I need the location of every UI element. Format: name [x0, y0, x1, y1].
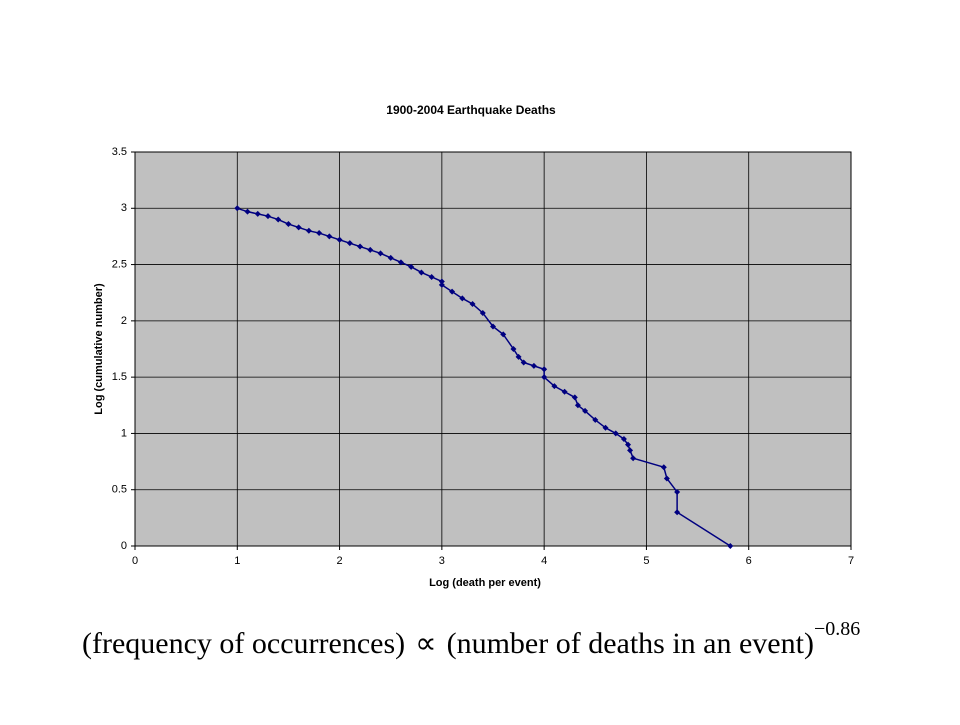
- data-point: [620, 436, 627, 443]
- data-point: [625, 441, 632, 448]
- data-point: [663, 475, 670, 482]
- data-point: [592, 416, 599, 423]
- data-point: [244, 208, 251, 215]
- data-point: [660, 464, 667, 471]
- y-tick-label: 1.5: [112, 371, 127, 383]
- data-point: [418, 269, 425, 276]
- x-tick-label: 4: [541, 555, 547, 567]
- data-point: [500, 331, 507, 338]
- data-point: [326, 233, 333, 240]
- data-point: [285, 221, 292, 228]
- x-tick-label: 0: [132, 555, 138, 567]
- data-point: [674, 509, 681, 516]
- formula-exponent: −0.86: [814, 618, 860, 640]
- data-point: [449, 288, 456, 295]
- data-point: [316, 230, 323, 237]
- plot-area: [134, 151, 852, 547]
- y-tick-label: 3.5: [112, 146, 127, 158]
- plot-border: [134, 151, 852, 547]
- data-point: [561, 388, 568, 395]
- data-point: [428, 273, 435, 280]
- data-point: [582, 407, 589, 414]
- formula-rhs: (number of deaths in an event): [447, 627, 814, 660]
- data-point: [674, 488, 681, 495]
- data-point: [630, 455, 637, 462]
- x-tick-label: 6: [746, 555, 752, 567]
- data-point: [612, 430, 619, 437]
- x-tick-label: 7: [848, 555, 854, 567]
- formula-lhs: (frequency of occurrences): [82, 627, 405, 660]
- data-point: [490, 323, 496, 330]
- y-tick-label: 3: [121, 202, 127, 214]
- formula-relation: ∝: [415, 627, 436, 660]
- data-point: [571, 394, 578, 401]
- x-tick-label: 2: [337, 555, 343, 567]
- data-point: [336, 236, 343, 243]
- formula: (frequency of occurrences) ∝ (number of de…: [82, 618, 860, 660]
- data-point: [377, 250, 384, 257]
- data-point: [254, 210, 261, 217]
- data-point: [438, 281, 445, 288]
- data-point: [515, 353, 522, 360]
- data-point: [438, 278, 445, 285]
- x-tick-label: 5: [643, 555, 649, 567]
- data-point: [602, 424, 609, 431]
- data-point: [367, 246, 374, 253]
- data-point: [551, 383, 558, 390]
- data-point: [459, 295, 466, 302]
- data-point: [408, 263, 415, 270]
- data-point: [346, 240, 353, 247]
- y-tick-label: 0: [121, 540, 127, 552]
- data-point: [574, 402, 581, 409]
- y-tick-label: 1: [121, 427, 127, 439]
- y-tick-label: 2: [121, 315, 127, 327]
- x-tick-label: 1: [234, 555, 240, 567]
- data-point: [295, 224, 302, 231]
- data-point: [305, 227, 312, 234]
- chart-title: 1900-2004 Earthquake Deaths: [386, 103, 556, 117]
- data-point: [234, 205, 241, 212]
- data-point: [275, 216, 282, 223]
- data-point: [541, 374, 548, 381]
- y-axis-title: Log (cumulative number): [93, 283, 105, 415]
- data-point: [627, 447, 634, 454]
- data-point: [387, 254, 394, 261]
- data-point: [727, 543, 734, 549]
- data-point: [264, 213, 271, 220]
- data-point: [479, 309, 486, 316]
- data-point: [541, 366, 548, 373]
- data-point: [530, 362, 537, 369]
- y-tick-label: 2.5: [112, 258, 127, 270]
- data-point: [520, 359, 527, 366]
- data-point: [469, 300, 476, 307]
- y-tick-label: 0.5: [112, 484, 127, 496]
- x-axis-title: Log (death per event): [429, 577, 541, 589]
- data-point: [510, 346, 517, 352]
- x-tick-label: 3: [439, 555, 445, 567]
- data-point: [357, 243, 364, 250]
- data-point: [397, 259, 404, 266]
